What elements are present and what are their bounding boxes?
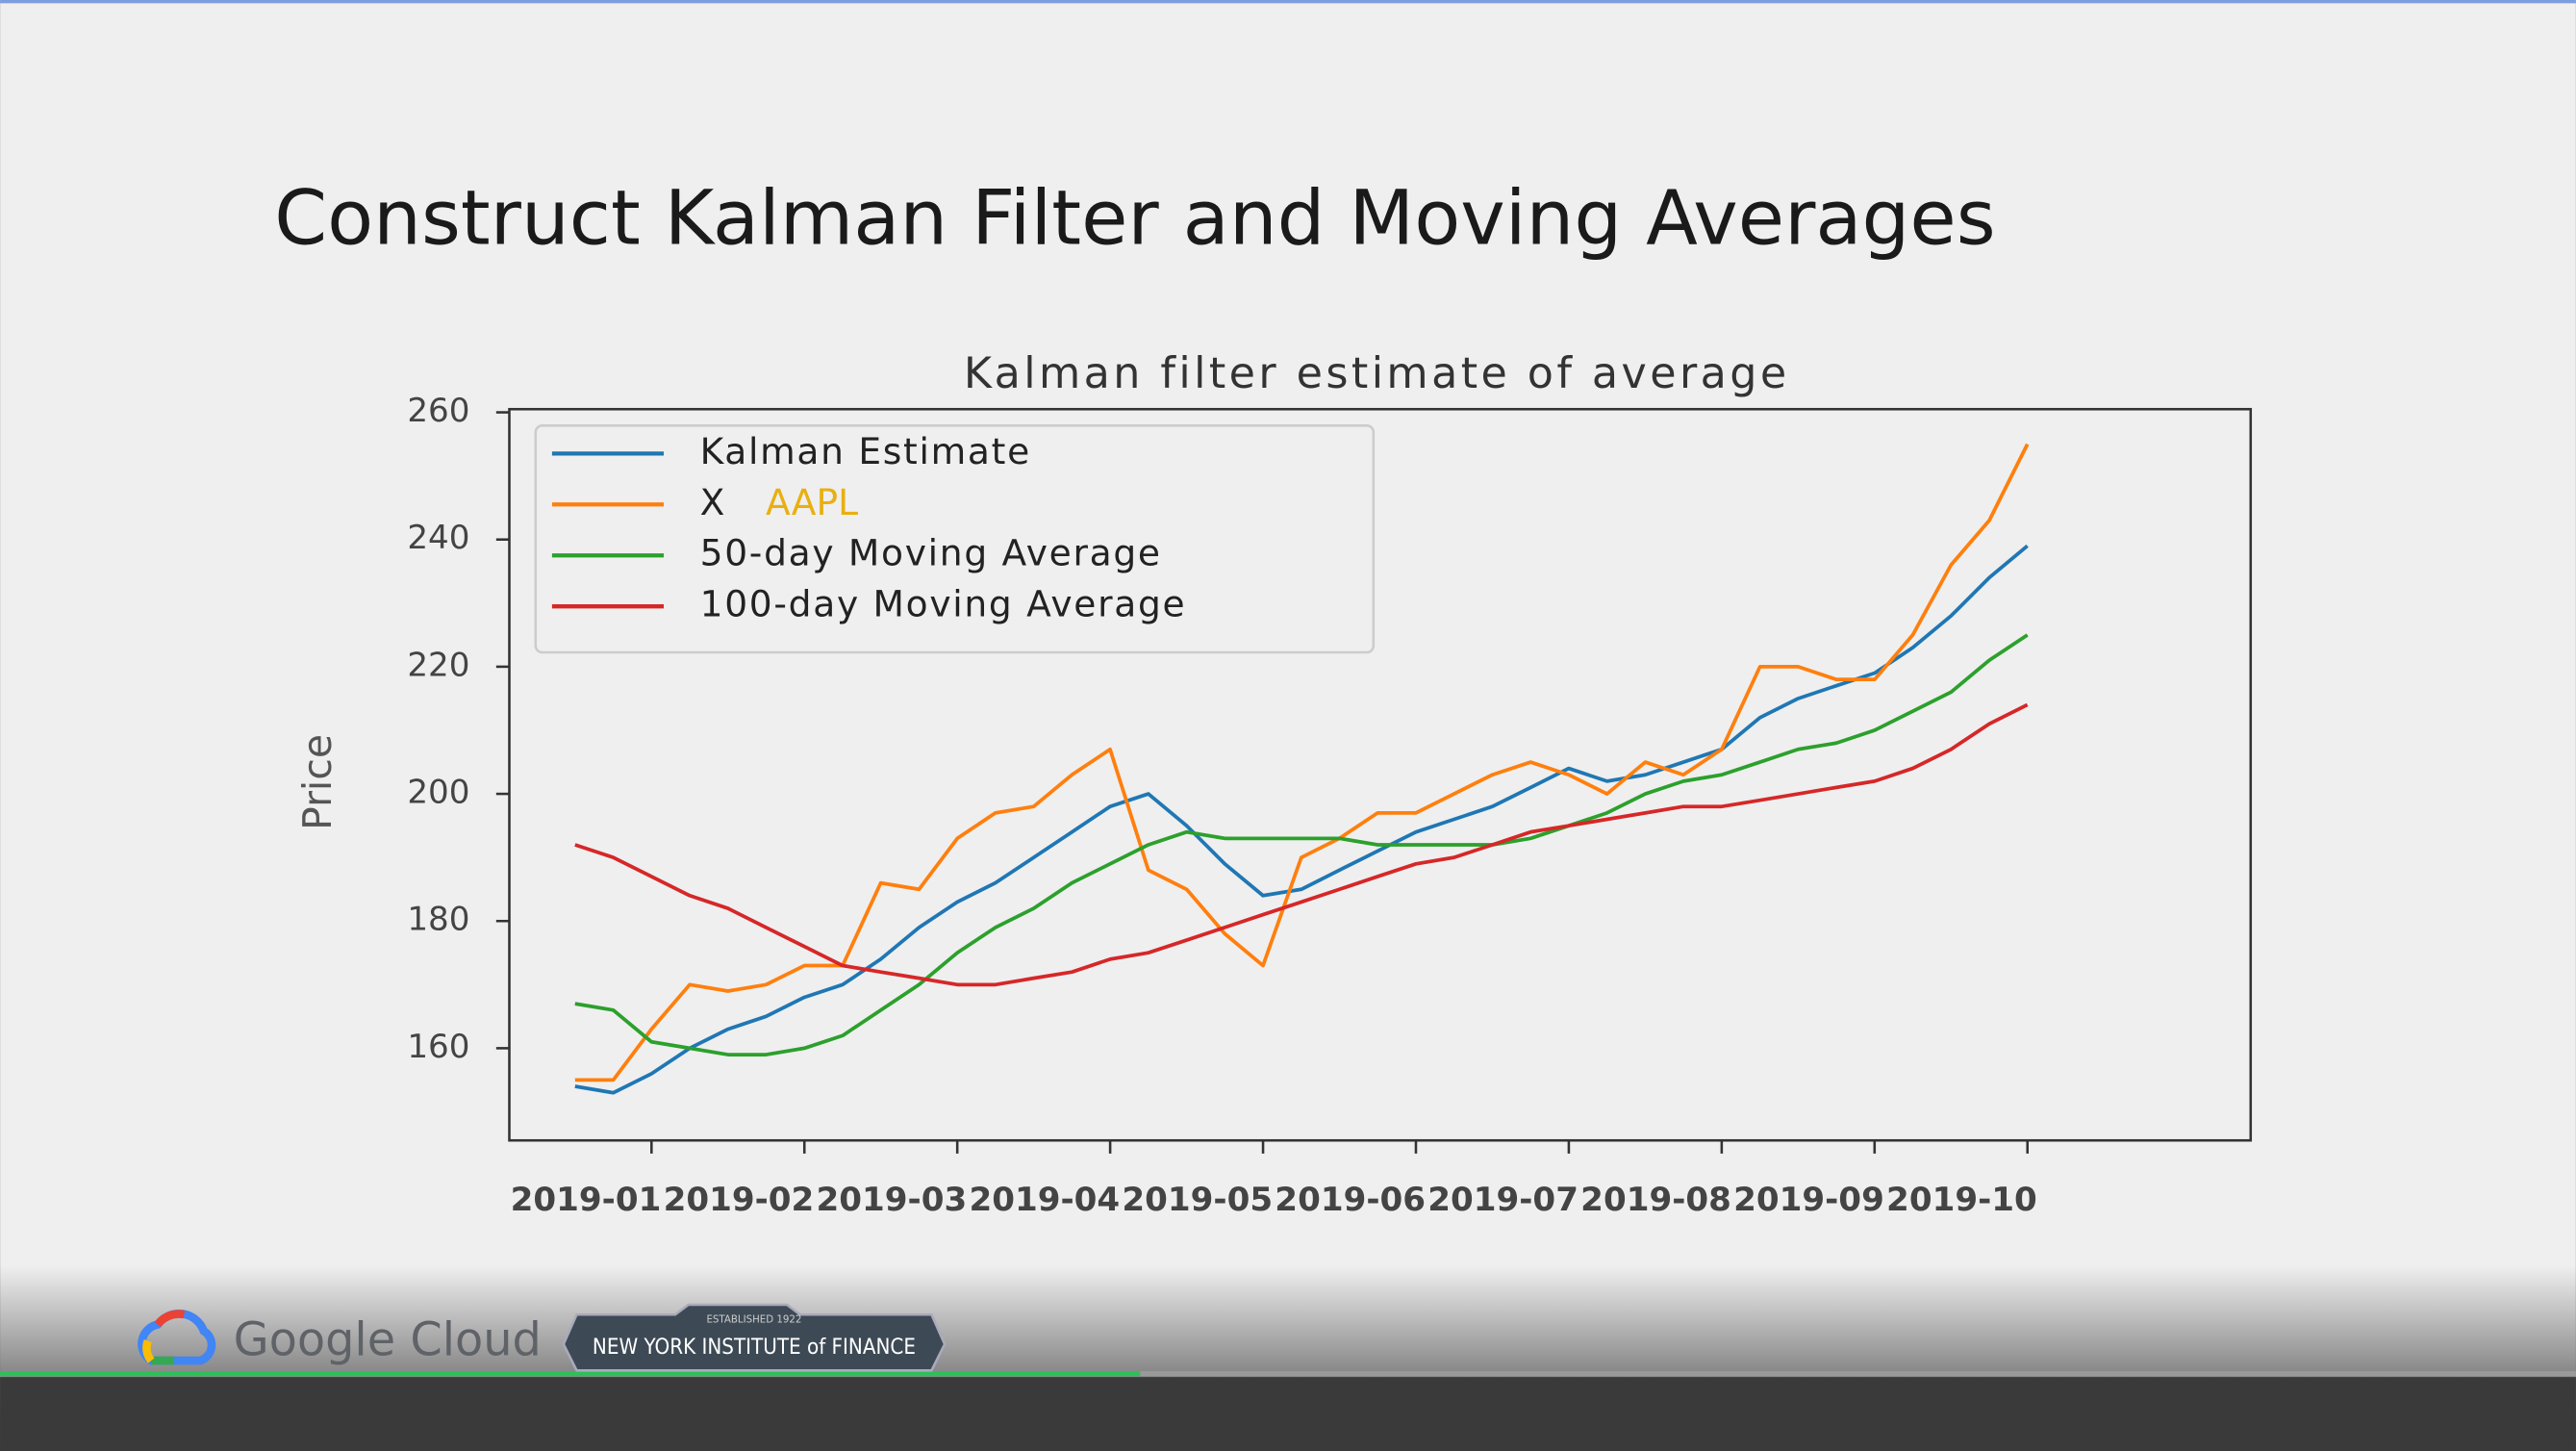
x-tick-label: 2019-09 xyxy=(1733,1181,1884,1219)
y-axis-label: Price xyxy=(294,734,341,830)
legend-label: 100-day Moving Average xyxy=(700,583,1187,625)
google-cloud-logo xyxy=(138,1309,216,1365)
series-line xyxy=(574,633,2029,1056)
badge-shape xyxy=(562,1303,947,1372)
x-tick-label: 2019-03 xyxy=(817,1181,968,1219)
x-tick-label: 2019-05 xyxy=(1122,1181,1273,1219)
y-tick-label: 220 xyxy=(407,646,469,684)
y-tick-label: 240 xyxy=(407,519,469,557)
legend-label: X xyxy=(700,481,726,523)
x-tick-label: 2019-04 xyxy=(969,1181,1120,1219)
x-tick-label: 2019-01 xyxy=(511,1181,662,1219)
player-controls xyxy=(0,1377,2576,1451)
x-tick-label: 2019-07 xyxy=(1427,1181,1578,1219)
chart-title: Kalman filter estimate of average xyxy=(964,349,1790,398)
plot-frame xyxy=(508,407,2253,1142)
series-line xyxy=(574,544,2029,1095)
series-line xyxy=(574,443,2030,1082)
slide-title: Construct Kalman Filter and Moving Avera… xyxy=(274,174,1995,263)
y-tick-label: 180 xyxy=(407,901,469,939)
legend-label: 50-day Moving Average xyxy=(700,532,1162,574)
legend-annotation: AAPL xyxy=(766,481,858,523)
x-tick-label: 2019-08 xyxy=(1580,1181,1731,1219)
badge-text: NEW YORK INSTITUTE of FINANCE xyxy=(593,1335,916,1360)
y-tick-label: 200 xyxy=(407,774,469,812)
legend-label: Kalman Estimate xyxy=(700,430,1031,472)
badge-top: ESTABLISHED 1922 xyxy=(706,1313,801,1325)
y-tick-label: 260 xyxy=(407,392,469,430)
x-tick-label: 2019-02 xyxy=(664,1181,815,1219)
x-tick-label: 2019-10 xyxy=(1886,1181,2037,1219)
x-tick-label: 2019-06 xyxy=(1275,1181,1426,1219)
legend-box xyxy=(534,424,1376,654)
brand-name: Google Cloud xyxy=(234,1313,542,1366)
y-tick-label: 160 xyxy=(407,1028,469,1066)
series-line xyxy=(574,702,2029,987)
